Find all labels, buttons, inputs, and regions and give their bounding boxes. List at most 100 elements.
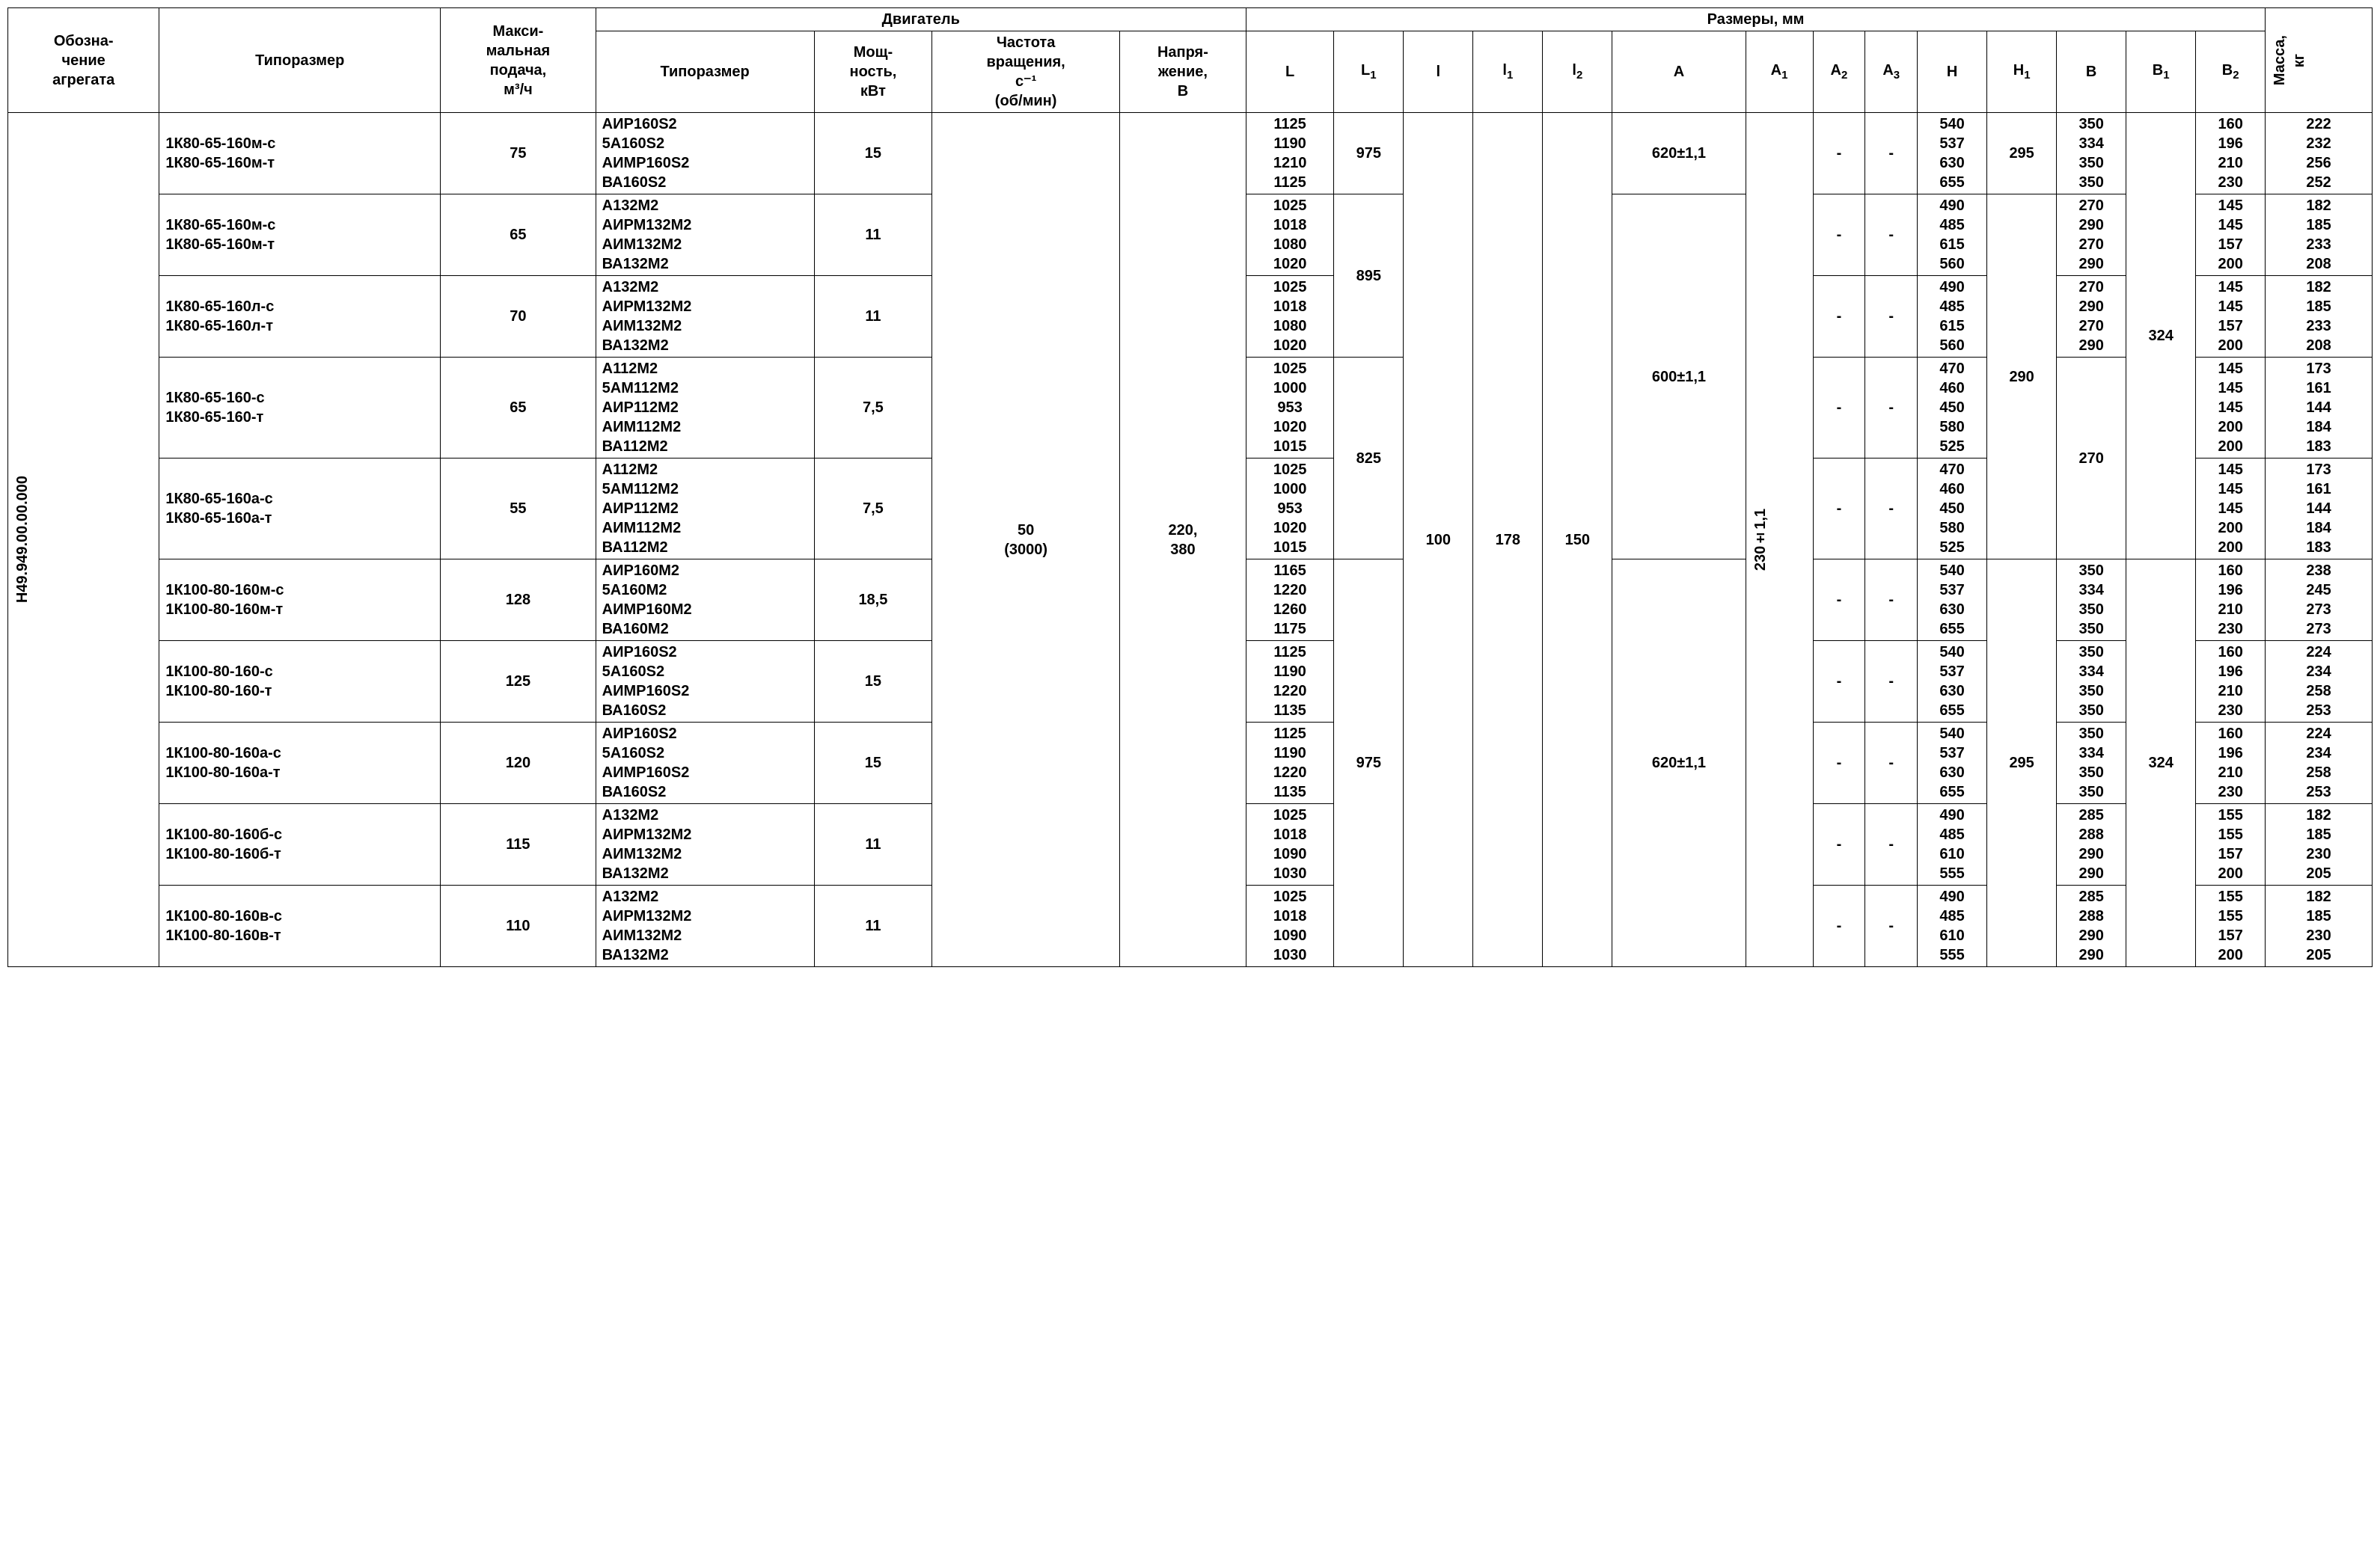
H1-cell: 290 [1987,194,2057,559]
A3-cell: - [1865,804,1918,886]
flow-cell: 70 [441,276,596,358]
engine-cell: А132М2 АИРМ132М2 АИМ132М2 ВА132М2 [596,886,814,967]
hdr-A: A [1612,31,1746,113]
mass-cell: 224 234 258 253 [2266,641,2373,723]
hdr-A1: A1 [1746,31,1813,113]
hdr-B: B [2057,31,2126,113]
L-cell: 1125 1190 1220 1135 [1246,641,1333,723]
engine-cell: АИР160S2 5А160S2 АИМР160S2 ВА160S2 [596,113,814,194]
hdr-rpm: Частота вращения, с⁻¹ (об/мин) [932,31,1120,113]
flow-cell: 110 [441,886,596,967]
power-cell: 11 [814,886,932,967]
A3-cell: - [1865,886,1918,967]
B1-cell: 324 [2126,113,2196,559]
H-cell: 490 485 610 555 [1918,804,1987,886]
table-row: Н49.949.00.00.000 1К80-65-160м-с 1К80-65… [8,113,2373,194]
A2-cell: - [1813,194,1865,276]
flow-cell: 55 [441,459,596,559]
mass-cell: 173 161 144 184 183 [2266,459,2373,559]
A1-cell: 230±1,1 [1746,113,1813,967]
power-cell: 7,5 [814,358,932,459]
A3-cell: - [1865,194,1918,276]
H1-cell: 295 [1987,559,2057,967]
hdr-A2: A2 [1813,31,1865,113]
B-cell: 350 334 350 350 [2057,641,2126,723]
type-cell: 1К100-80-160м-с 1К100-80-160м-т [159,559,441,641]
A-cell: 620±1,1 [1612,559,1746,967]
hdr-engine: Двигатель [596,8,1246,31]
hdr-H: H [1918,31,1987,113]
L-cell: 1125 1190 1210 1125 [1246,113,1333,194]
B2-cell: 160 196 210 230 [2196,113,2266,194]
B-cell: 270 [2057,358,2126,559]
B2-cell: 160 196 210 230 [2196,723,2266,804]
A3-cell: - [1865,358,1918,459]
H-cell: 470 460 450 580 525 [1918,459,1987,559]
type-cell: 1К80-65-160м-с 1К80-65-160м-т [159,194,441,276]
hdr-I1: l1 [1473,31,1543,113]
A3-cell: - [1865,459,1918,559]
type-cell: 1К80-65-160-с 1К80-65-160-т [159,358,441,459]
power-cell: 11 [814,804,932,886]
flow-cell: 125 [441,641,596,723]
engine-cell: АИР160S2 5А160S2 АИМР160S2 ВА160S2 [596,641,814,723]
A2-cell: - [1813,358,1865,459]
hdr-power: Мощ- ность, кВт [814,31,932,113]
L-cell: 1025 1018 1090 1030 [1246,886,1333,967]
hdr-type: Типоразмер [159,8,441,113]
A2-cell: - [1813,804,1865,886]
B2-cell: 145 145 157 200 [2196,276,2266,358]
B-cell: 350 334 350 350 [2057,113,2126,194]
B2-cell: 145 145 157 200 [2196,194,2266,276]
B2-cell: 155 155 157 200 [2196,804,2266,886]
type-cell: 1К80-65-160м-с 1К80-65-160м-т [159,113,441,194]
H1-cell: 295 [1987,113,2057,194]
H-cell: 470 460 450 580 525 [1918,358,1987,459]
hdr-L1: L1 [1334,31,1404,113]
L1-cell: 895 [1334,194,1404,358]
power-cell: 7,5 [814,459,932,559]
hdr-flow: Макси- мальная подача, м³/ч [441,8,596,113]
I2-cell: 150 [1543,113,1612,967]
A3-cell: - [1865,641,1918,723]
type-cell: 1К100-80-160в-с 1К100-80-160в-т [159,886,441,967]
B2-cell: 160 196 210 230 [2196,641,2266,723]
flow-cell: 128 [441,559,596,641]
voltage-cell: 220, 380 [1119,113,1246,967]
flow-cell: 75 [441,113,596,194]
hdr-engine-type: Типоразмер [596,31,814,113]
engine-cell: АИР160S2 5А160S2 АИМР160S2 ВА160S2 [596,723,814,804]
mass-cell: 182 185 233 208 [2266,194,2373,276]
L-cell: 1025 1018 1080 1020 [1246,194,1333,276]
A2-cell: - [1813,641,1865,723]
I-cell: 100 [1404,113,1473,967]
A2-cell: - [1813,723,1865,804]
B-cell: 285 288 290 290 [2057,804,2126,886]
power-cell: 11 [814,276,932,358]
engine-cell: А112М2 5АМ112М2 АИР112М2 АИМ112М2 ВА112М… [596,358,814,459]
flow-cell: 65 [441,358,596,459]
type-cell: 1К100-80-160-с 1К100-80-160-т [159,641,441,723]
hdr-H1: H1 [1987,31,2057,113]
mass-cell: 182 185 230 205 [2266,804,2373,886]
A2-cell: - [1813,113,1865,194]
type-cell: 1К100-80-160а-с 1К100-80-160а-т [159,723,441,804]
H-cell: 540 537 630 655 [1918,559,1987,641]
power-cell: 11 [814,194,932,276]
L1-cell: 975 [1334,113,1404,194]
hdr-voltage: Напря- жение, В [1119,31,1246,113]
B-cell: 270 290 270 290 [2057,194,2126,276]
B-cell: 270 290 270 290 [2057,276,2126,358]
engine-cell: А132М2 АИРМ132М2 АИМ132М2 ВА132М2 [596,194,814,276]
A2-cell: - [1813,276,1865,358]
L-cell: 1025 1000 953 1020 1015 [1246,459,1333,559]
type-cell: 1К80-65-160л-с 1К80-65-160л-т [159,276,441,358]
hdr-B2: B2 [2196,31,2266,113]
A-cell: 600±1,1 [1612,194,1746,559]
engine-cell: А112М2 5АМ112М2 АИР112М2 АИМ112М2 ВА112М… [596,459,814,559]
H-cell: 490 485 610 555 [1918,886,1987,967]
A2-cell: - [1813,459,1865,559]
engine-cell: АИР160М2 5А160М2 АИМР160М2 ВА160М2 [596,559,814,641]
L-cell: 1125 1190 1220 1135 [1246,723,1333,804]
B2-cell: 145 145 145 200 200 [2196,459,2266,559]
